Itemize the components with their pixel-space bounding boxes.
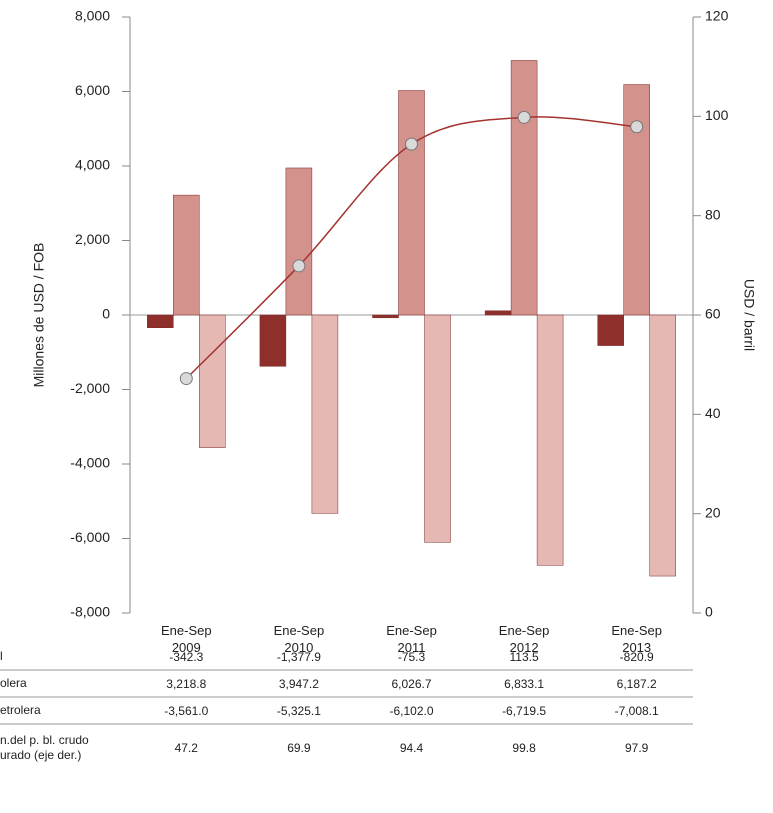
line-marker xyxy=(630,120,644,134)
bar xyxy=(285,167,313,316)
table-cell: 6,833.1 xyxy=(504,676,545,691)
bar xyxy=(536,314,564,566)
legend-label: n.del p. bl. crudo urado (eje der.) xyxy=(0,733,89,762)
bar xyxy=(147,314,174,329)
table-cell: -820.9 xyxy=(619,649,654,664)
bar xyxy=(649,314,676,577)
bar xyxy=(398,90,425,316)
table-cell: 94.4 xyxy=(399,741,424,755)
y-tick-label: 6,000 xyxy=(75,82,110,98)
y2-tick-label: 20 xyxy=(705,504,721,520)
bar xyxy=(424,314,451,543)
table-cell: -3,561.0 xyxy=(164,703,209,718)
table-cell: 47.2 xyxy=(174,741,198,755)
table-cell: 69.9 xyxy=(287,741,311,755)
y2-tick-label: 100 xyxy=(705,107,729,123)
legend-label: l xyxy=(0,649,3,663)
y-tick-label: -4,000 xyxy=(70,455,110,471)
table-cell: -6,102.0 xyxy=(389,703,434,718)
y2-tick-label: 120 xyxy=(705,8,729,24)
bar xyxy=(510,60,538,316)
y-tick-label: 8,000 xyxy=(75,8,110,24)
bar xyxy=(311,314,339,514)
line-marker xyxy=(292,259,306,273)
x-tick-label: Ene-Sep 2012 xyxy=(498,623,550,655)
y-tick-label: -8,000 xyxy=(70,604,110,620)
bar xyxy=(372,314,399,319)
line xyxy=(185,116,637,380)
table-cell: -6,719.5 xyxy=(502,703,547,718)
y2-tick-label: 40 xyxy=(705,405,721,421)
table-cell: 3,947.2 xyxy=(278,676,319,691)
bar xyxy=(173,194,200,316)
y2-tick-label: 0 xyxy=(705,604,713,620)
table-cell: -75.3 xyxy=(397,649,426,664)
table-cell: 6,026.7 xyxy=(391,676,432,691)
table-cell: 3,218.8 xyxy=(166,676,207,691)
y-tick-label: -6,000 xyxy=(70,529,110,545)
legend-label: etrolera xyxy=(0,703,41,717)
y-tick-label: 2,000 xyxy=(75,231,110,247)
bar xyxy=(484,310,512,316)
y-tick-label: -2,000 xyxy=(70,380,110,396)
y2-tick-label: 60 xyxy=(705,306,721,322)
bar xyxy=(623,84,650,316)
legend-label: olera xyxy=(0,676,27,690)
table-cell: 6,187.2 xyxy=(616,676,657,691)
y2-tick-label: 80 xyxy=(705,206,721,222)
bar xyxy=(597,314,624,346)
table-cell: -1,377.9 xyxy=(276,649,321,664)
bar xyxy=(199,314,226,448)
x-tick-label: Ene-Sep 2011 xyxy=(386,623,437,655)
line-marker xyxy=(517,110,531,124)
bar xyxy=(259,314,287,367)
table-cell: -5,325.1 xyxy=(276,703,321,718)
x-tick-label: Ene-Sep 2009 xyxy=(161,623,212,655)
line-marker xyxy=(405,137,418,151)
table-cell: -342.3 xyxy=(169,649,204,664)
y2-axis-label: USD / barril xyxy=(741,279,757,351)
y-tick-label: 4,000 xyxy=(75,157,110,173)
y-axis-label: Millones de USD / FOB xyxy=(31,243,47,388)
table-cell: 97.9 xyxy=(625,741,649,755)
table-cell: -7,008.1 xyxy=(614,703,659,718)
x-tick-label: Ene-Sep 2013 xyxy=(611,623,662,655)
y-tick-label: 0 xyxy=(102,306,110,322)
table-cell: 113.5 xyxy=(509,649,539,664)
table-cell: 99.8 xyxy=(512,741,536,755)
x-tick-label: Ene-Sep 2010 xyxy=(273,623,325,655)
line-marker xyxy=(179,372,193,386)
